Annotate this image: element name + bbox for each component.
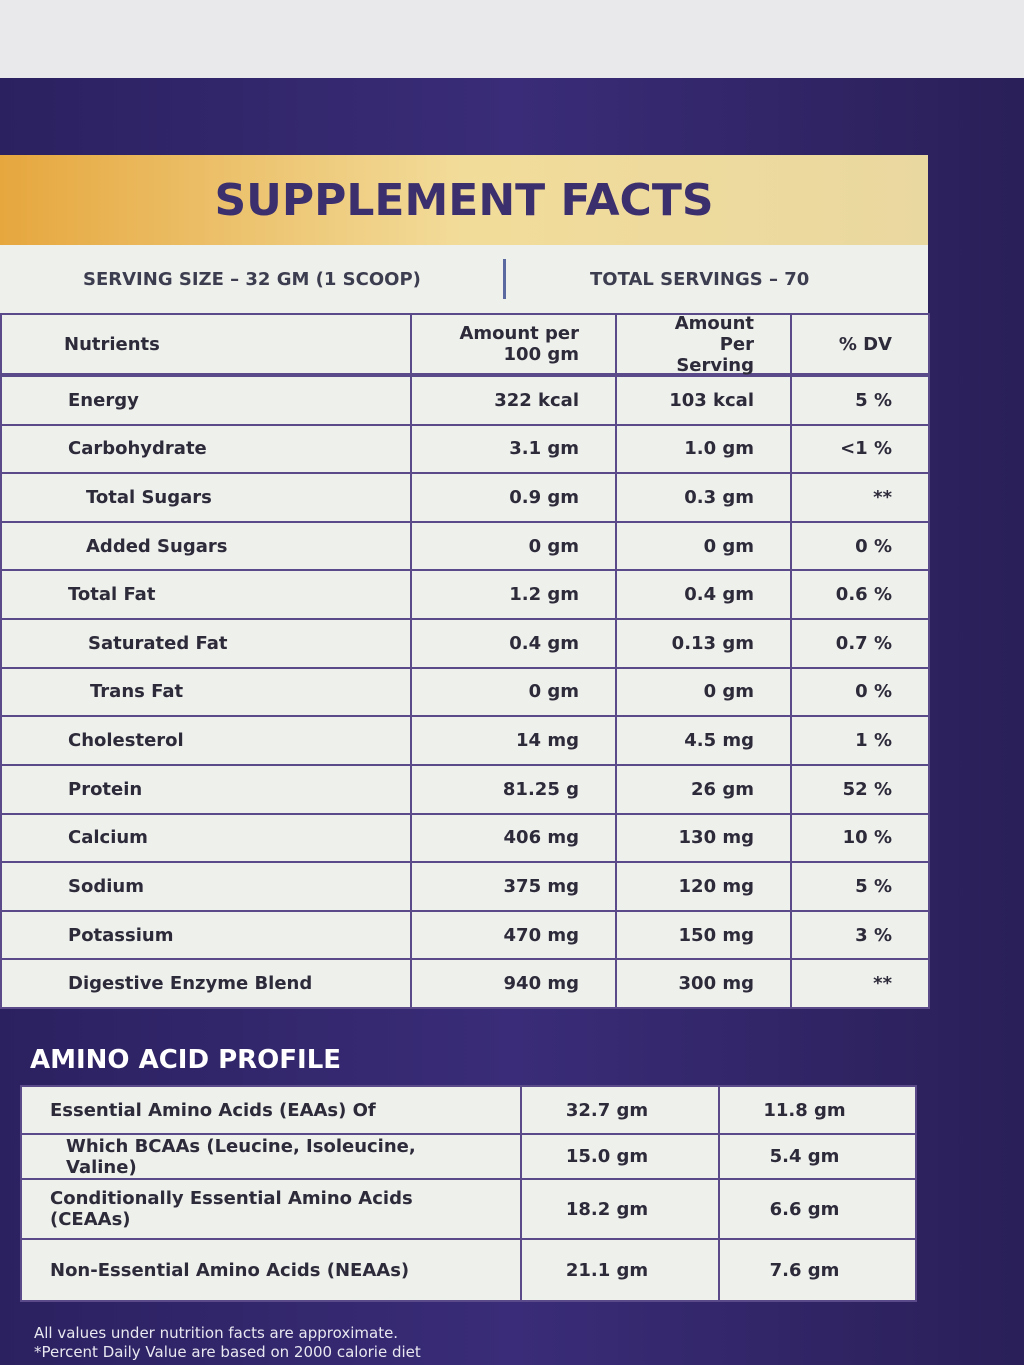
table-cell: Trans Fat <box>0 666 412 718</box>
table-cell: 0.6 % <box>790 569 930 621</box>
table-cell: 81.25 g <box>410 763 617 815</box>
table-cell: 52 % <box>790 763 930 815</box>
table-cell: 11.8 gm <box>718 1085 917 1135</box>
table-cell: Energy <box>0 375 412 426</box>
table-cell: 0.4 gm <box>410 618 617 669</box>
table-cell: 406 mg <box>410 812 617 864</box>
footnote: *Percent Daily Value are based on 2000 c… <box>34 1343 421 1361</box>
amino-table: Essential Amino Acids (EAAs) Of 32.7 gm 11… <box>20 1085 917 1302</box>
table-cell: 3 % <box>790 909 930 961</box>
table-cell: Amount Per Serving <box>615 313 792 376</box>
table-cell: 940 mg <box>410 958 617 1009</box>
table-cell: 103 kcal <box>615 375 792 426</box>
title: SUPPLEMENT FACTS <box>0 155 928 245</box>
table-cell: 15.0 gm <box>520 1133 720 1180</box>
total-servings: TOTAL SERVINGS – 70 <box>590 268 810 290</box>
table-cell: 0.4 gm <box>615 569 792 621</box>
table-cell: 10 % <box>790 812 930 864</box>
table-cell: 14 mg <box>410 715 617 766</box>
table-cell: 32.7 gm <box>520 1085 720 1135</box>
amino-title: AMINO ACID PROFILE <box>30 1045 342 1075</box>
table-cell: Protein <box>0 763 412 815</box>
table-cell: 0 gm <box>410 520 617 572</box>
table-cell: 1.0 gm <box>615 423 792 475</box>
table-cell: 4.5 mg <box>615 715 792 766</box>
table-cell: 322 kcal <box>410 375 617 426</box>
table-cell: 18.2 gm <box>520 1178 720 1240</box>
table-cell: 0 % <box>790 520 930 572</box>
table-cell: 130 mg <box>615 812 792 864</box>
table-cell: Total Fat <box>0 569 412 621</box>
table-cell: 5 % <box>790 861 930 912</box>
table-cell: Cholesterol <box>0 715 412 766</box>
table-cell: 1 % <box>790 715 930 766</box>
table-cell: 26 gm <box>615 763 792 815</box>
table-cell: Amount per 100 gm <box>410 313 617 375</box>
table-cell: 1.2 gm <box>410 569 617 621</box>
table-cell: 0.9 gm <box>410 472 617 523</box>
table-cell: Which BCAAs (Leucine, Isoleucine, Valine… <box>20 1133 522 1180</box>
table-cell: Carbohydrate <box>0 423 412 475</box>
table-cell: 21.1 gm <box>520 1238 720 1302</box>
table-cell: Sodium <box>0 861 412 912</box>
divider <box>503 259 506 299</box>
table-cell: 0 % <box>790 666 930 718</box>
table-cell: 7.6 gm <box>718 1238 917 1302</box>
table-cell: 0.3 gm <box>615 472 792 523</box>
table-cell: 6.6 gm <box>718 1178 917 1240</box>
footnote: All values under nutrition facts are app… <box>34 1324 399 1342</box>
table-cell: 0 gm <box>615 520 792 572</box>
table-cell: ** <box>790 958 930 1009</box>
table-cell: 0 gm <box>615 666 792 718</box>
serving-row: SERVING SIZE – 32 GM (1 SCOOP) TOTAL SER… <box>0 245 928 313</box>
table-cell: 5.4 gm <box>718 1133 917 1180</box>
table-cell: 0.7 % <box>790 618 930 669</box>
table-cell: 300 mg <box>615 958 792 1009</box>
table-cell: 0.13 gm <box>615 618 792 669</box>
table-cell: <1 % <box>790 423 930 475</box>
serving-size: SERVING SIZE – 32 GM (1 SCOOP) <box>83 268 421 290</box>
table-cell: 470 mg <box>410 909 617 961</box>
table-cell: 150 mg <box>615 909 792 961</box>
table-cell: 3.1 gm <box>410 423 617 475</box>
table-cell: Total Sugars <box>0 472 412 523</box>
table-cell: 375 mg <box>410 861 617 912</box>
facts-sheet: SUPPLEMENT FACTS SERVING SIZE – 32 GM (1… <box>0 155 930 1009</box>
table-cell: Potassium <box>0 909 412 961</box>
table-cell: Calcium <box>0 812 412 864</box>
table-cell: Added Sugars <box>0 520 412 572</box>
table-cell: Non-Essential Amino Acids (NEAAs) <box>20 1238 522 1302</box>
table-cell: Digestive Enzyme Blend <box>0 958 412 1009</box>
table-cell: 120 mg <box>615 861 792 912</box>
table-cell: % DV <box>790 313 930 375</box>
table-cell: 5 % <box>790 375 930 426</box>
table-cell: Conditionally Essential Amino Acids (CEA… <box>20 1178 522 1240</box>
table-cell: 0 gm <box>410 666 617 718</box>
table-cell: Nutrients <box>0 313 412 375</box>
table-cell: Essential Amino Acids (EAAs) Of <box>20 1085 522 1135</box>
table-cell: ** <box>790 472 930 523</box>
table-cell: Saturated Fat <box>0 618 412 669</box>
